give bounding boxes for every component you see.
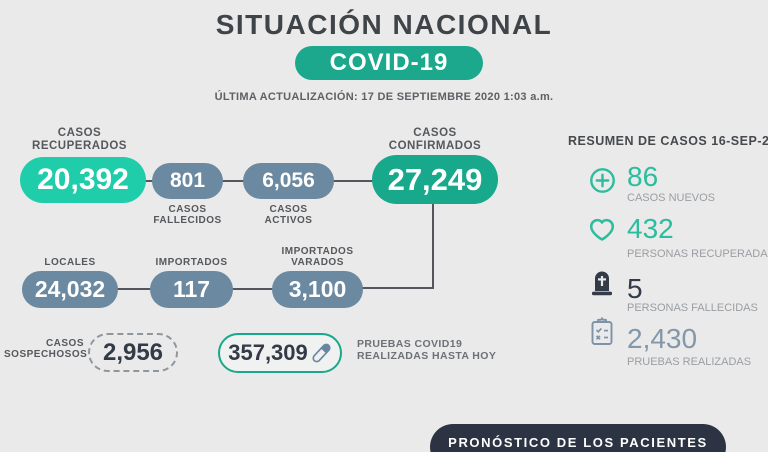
tests-done-label: PRUEBAS REALIZADAS: [627, 356, 752, 368]
confirmed-cases-pill: 27,249: [372, 155, 498, 204]
deceased-cases-pill: 801: [152, 163, 223, 199]
imported-stranded-label: IMPORTADOS VARADOS: [281, 246, 354, 268]
page-title: SITUACIÓN NACIONAL: [215, 9, 553, 40]
heart-icon: [586, 217, 618, 243]
deceased-persons-value: 5: [627, 273, 643, 304]
local-cases-label: LOCALES: [44, 257, 96, 268]
new-cases-label: CASOS NUEVOS: [627, 192, 716, 204]
deceased-persons-label: PERSONAS FALLECIDAS: [627, 302, 758, 314]
suspected-cases-label: CASOS SOSPECHOSOS: [4, 338, 88, 360]
connector-line: [231, 288, 274, 290]
tombstone-icon: [586, 266, 618, 297]
connector-line: [361, 287, 434, 289]
connector-line: [221, 180, 245, 182]
active-cases-label: CASOS ACTIVOS: [264, 204, 313, 226]
recovered-cases-pill: 20,392: [20, 157, 146, 203]
recovered-cases-label: CASOS RECUPERADOS: [32, 127, 127, 152]
deceased-cases-label: CASOS FALLECIDOS: [153, 204, 222, 226]
connector-line: [144, 180, 154, 182]
summary-title: RESUMEN DE CASOS 16-SEP-20: [568, 134, 768, 148]
recovered-persons-value: 432: [627, 213, 674, 244]
new-cases-value: 86: [627, 161, 659, 192]
active-cases-pill: 6,056: [243, 163, 334, 199]
patients-forecast-button[interactable]: PRONÓSTICO DE LOS PACIENTES: [430, 424, 726, 452]
local-cases-pill: 24,032: [22, 271, 118, 308]
imported-stranded-pill: 3,100: [272, 271, 363, 308]
total-tests-label: PRUEBAS COVID19 REALIZADAS HASTA HOY: [357, 338, 497, 362]
total-tests-pill: 357,309: [218, 333, 342, 373]
suspected-cases-pill: 2,956: [88, 333, 178, 372]
covid19-badge: COVID-19: [295, 46, 483, 80]
connector-line: [332, 180, 374, 182]
last-update-text: ÚLTIMA ACTUALIZACIÓN: 17 DE SEPTIEMBRE 2…: [214, 91, 554, 103]
confirmed-cases-label: CASOS CONFIRMADOS: [388, 127, 482, 152]
recovered-persons-label: PERSONAS RECUPERADAS: [627, 248, 768, 260]
total-tests-value: 357,309: [228, 340, 308, 365]
plus-circle-icon: [586, 167, 618, 194]
connector-line: [116, 288, 152, 290]
clipboard-icon: [586, 316, 618, 347]
connector-line-vertical: [432, 202, 434, 289]
imported-cases-label: IMPORTADOS: [155, 257, 228, 268]
imported-cases-pill: 117: [150, 271, 233, 308]
tests-done-value: 2,430: [627, 323, 698, 354]
test-swab-icon: [311, 342, 332, 364]
